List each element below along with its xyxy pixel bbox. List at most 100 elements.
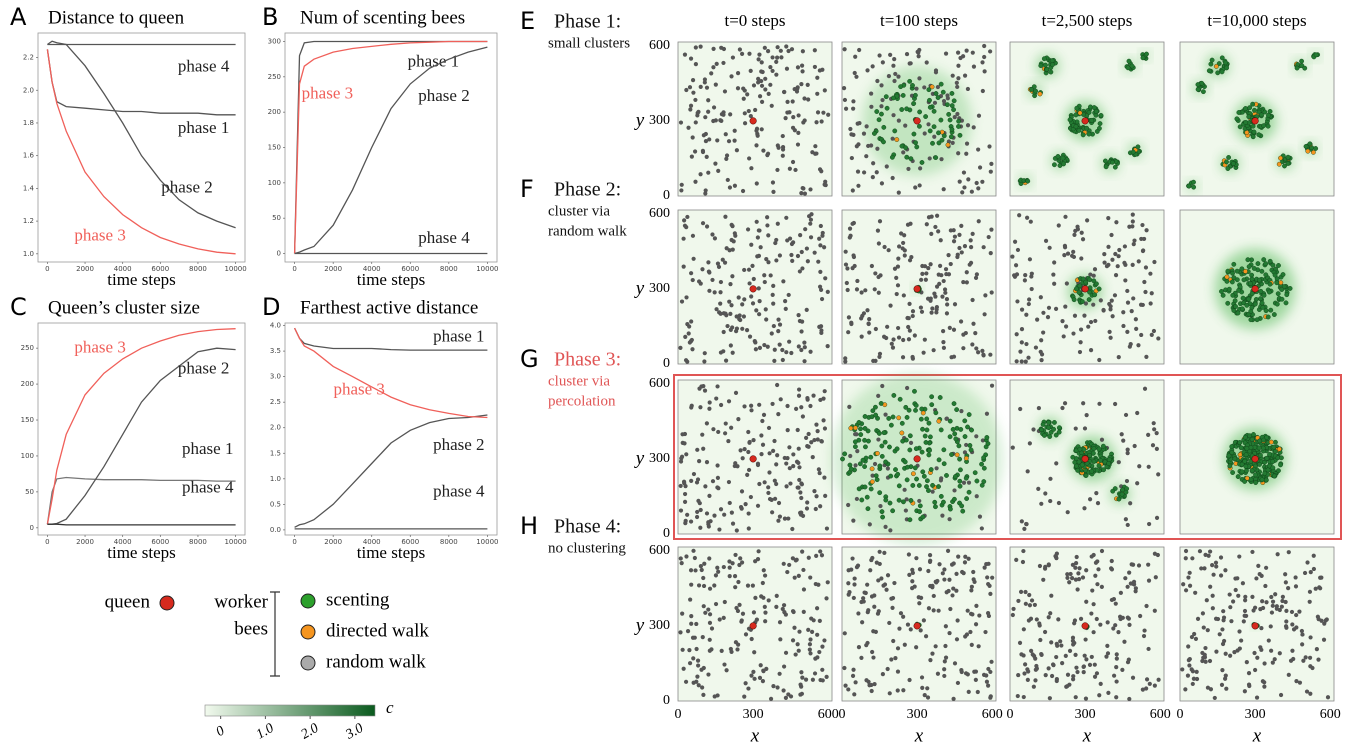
worker-bee <box>740 560 744 564</box>
worker-bee <box>781 607 785 611</box>
scenting-bee <box>858 462 862 466</box>
series-label: phase 3 <box>302 84 353 103</box>
worker-bee <box>1143 387 1147 391</box>
worker-bee <box>1026 469 1030 473</box>
scenting-bee <box>1304 144 1308 148</box>
worker-bee <box>1190 667 1194 671</box>
worker-bee <box>809 235 813 239</box>
scenting-bee <box>1278 463 1282 467</box>
scenting-bee <box>1276 263 1280 267</box>
worker-bee <box>864 643 868 647</box>
worker-bee <box>740 327 744 331</box>
worker-bee <box>686 126 690 130</box>
worker-bee <box>695 448 699 452</box>
scenting-bee <box>1266 113 1270 117</box>
worker-bee <box>970 612 974 616</box>
worker-bee <box>857 645 861 649</box>
scenting-bee <box>1074 124 1078 128</box>
worker-bee <box>761 149 765 153</box>
worker-bee <box>1098 623 1102 627</box>
worker-bee <box>816 260 820 264</box>
worker-bee <box>855 287 859 291</box>
worker-bee <box>775 453 779 457</box>
scenting-bee <box>1267 290 1271 294</box>
worker-bee <box>804 436 808 440</box>
worker-bee <box>689 319 693 323</box>
scenting-bee <box>930 483 934 487</box>
worker-bee <box>896 688 900 692</box>
worker-bee <box>1203 553 1207 557</box>
worker-bee <box>917 601 921 605</box>
worker-bee <box>745 328 749 332</box>
worker-bee <box>818 619 822 623</box>
worker-bee <box>760 84 764 88</box>
worker-bee <box>820 119 824 123</box>
scenting-bee <box>890 155 894 159</box>
worker-bee <box>877 53 881 57</box>
x-tick-label: 8000 <box>189 538 207 546</box>
worker-bee <box>774 258 778 262</box>
worker-bee <box>969 238 973 242</box>
worker-bee <box>715 485 719 489</box>
scenting-bee <box>1252 130 1256 134</box>
worker-bee <box>883 582 887 586</box>
worker-bee <box>798 490 802 494</box>
worker-bee <box>801 414 805 418</box>
scenting-bee <box>1221 293 1225 297</box>
worker-bee <box>969 245 973 249</box>
worker-bee <box>794 407 798 411</box>
worker-bee <box>776 45 780 49</box>
worker-bee <box>783 516 787 520</box>
scenting-bee <box>1074 464 1078 468</box>
worker-bee <box>720 649 724 653</box>
worker-bee <box>757 254 761 258</box>
worker-bee <box>893 72 897 76</box>
worker-bee <box>1233 576 1237 580</box>
worker-bee <box>906 167 910 171</box>
worker-bee <box>1051 663 1055 667</box>
worker-bee <box>1146 433 1150 437</box>
worker-bee <box>708 638 712 642</box>
worker-bee <box>802 96 806 100</box>
worker-bee <box>851 253 855 257</box>
worker-bee <box>1065 576 1069 580</box>
scenting-bee <box>1251 124 1255 128</box>
worker-bee <box>1213 696 1217 700</box>
worker-bee <box>956 618 960 622</box>
worker-bee <box>1065 684 1069 688</box>
worker-bee <box>1023 273 1027 277</box>
worker-bee <box>808 575 812 579</box>
worker-bee <box>1025 667 1029 671</box>
worker-bee <box>1131 263 1135 267</box>
scenting-bee <box>930 141 934 145</box>
scenting-bee <box>964 456 968 460</box>
worker-bee <box>937 609 941 613</box>
worker-bee <box>971 51 975 55</box>
scenting-bee <box>1220 70 1224 74</box>
worker-bee <box>753 559 757 563</box>
worker-bee <box>852 596 856 600</box>
worker-bee <box>891 337 895 341</box>
worker-bee <box>917 499 921 503</box>
y-tick-label: 250 <box>21 344 34 352</box>
worker-bee <box>826 290 830 294</box>
worker-bee <box>692 472 696 476</box>
x-tick-label: 2000 <box>76 265 94 273</box>
worker-bee <box>727 300 731 304</box>
worker-bee <box>807 556 811 560</box>
worker-bee <box>732 139 736 143</box>
worker-bee <box>716 476 720 480</box>
scenting-bee <box>907 79 911 83</box>
worker-bee <box>952 328 956 332</box>
worker-bee <box>703 611 707 615</box>
worker-bee <box>1109 233 1113 237</box>
worker-bee <box>823 183 827 187</box>
scenting-bee <box>1051 427 1055 431</box>
scenting-bee <box>946 112 950 116</box>
worker-bee <box>1121 324 1125 328</box>
worker-bee <box>683 53 687 57</box>
worker-bee <box>929 262 933 266</box>
worker-bee <box>1125 479 1129 483</box>
worker-bee <box>1074 695 1078 699</box>
worker-bee <box>871 359 875 363</box>
